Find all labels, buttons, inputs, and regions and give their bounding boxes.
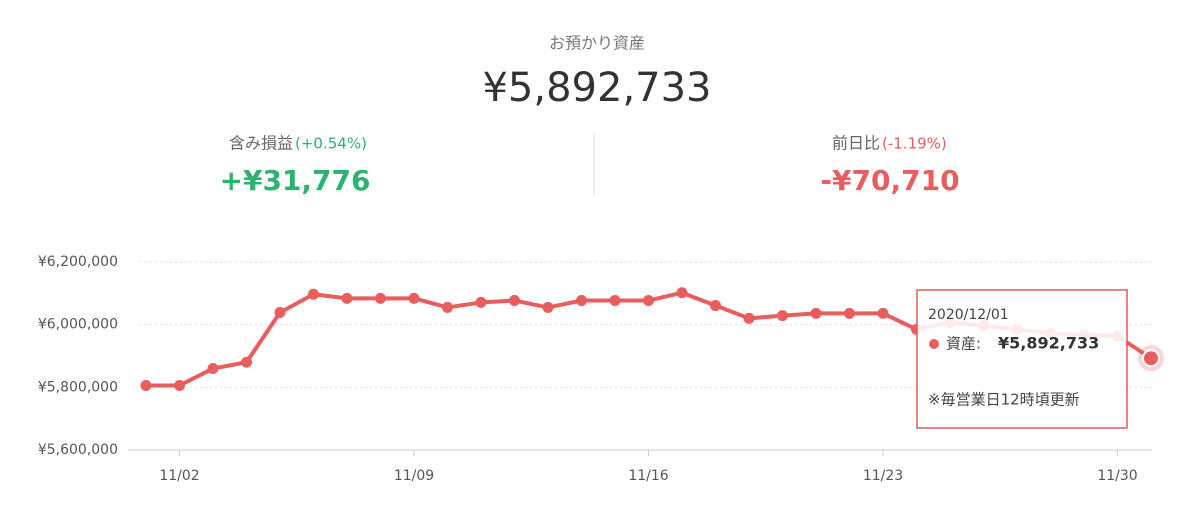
profit-pct: (+0.54%) [295,135,367,153]
tooltip-box [916,289,1128,429]
tooltip-note: ※毎営業日12時頃更新 [928,391,1080,409]
point [475,296,487,308]
x-tick-label: 11/23 [863,468,903,484]
point [844,307,855,319]
change-pct: (-1.19%) [882,135,947,153]
point [207,363,219,375]
point [609,295,621,307]
point [408,292,420,304]
point [1142,349,1160,368]
point [743,312,755,324]
point [810,307,822,319]
point [576,295,587,307]
change-label: 前日比 [832,134,880,153]
tooltip: 2020/12/01 資産: ¥5,892,733 ※毎営業日12時頃更新 [916,289,1128,429]
point [710,300,721,312]
x-tick-label: 11/30 [1097,468,1137,484]
y-tick-label: ¥6,000,000 [38,317,118,333]
tooltip-value: ¥5,892,733 [998,334,1099,353]
profit-label: 含み損益 [229,134,293,153]
tooltip-label: 資産: [946,335,981,353]
point [542,301,554,313]
point [274,306,286,318]
point [643,295,654,307]
point [174,379,185,391]
change-value: -¥70,710 [820,164,959,197]
point [308,288,319,300]
point [877,307,889,319]
tooltip-date: 2020/12/01 [928,307,1009,323]
point [442,301,453,313]
point [140,379,152,391]
point [777,310,788,322]
total-title: お預かり資産 [549,34,645,53]
x-tick-label: 11/09 [394,468,434,484]
profit-value: +¥31,776 [220,164,371,197]
point [241,356,252,368]
tooltip-dot [929,339,939,349]
y-tick-label: ¥5,600,000 [38,442,118,458]
point [676,287,688,299]
y-tick-label: ¥6,200,000 [38,254,118,270]
point [509,295,520,307]
point [341,292,353,304]
y-tick-label: ¥5,800,000 [38,379,118,395]
x-tick-label: 11/16 [628,468,668,484]
total-value: ¥5,892,733 [482,65,711,111]
point [375,292,386,304]
x-tick-label: 11/02 [159,468,199,484]
